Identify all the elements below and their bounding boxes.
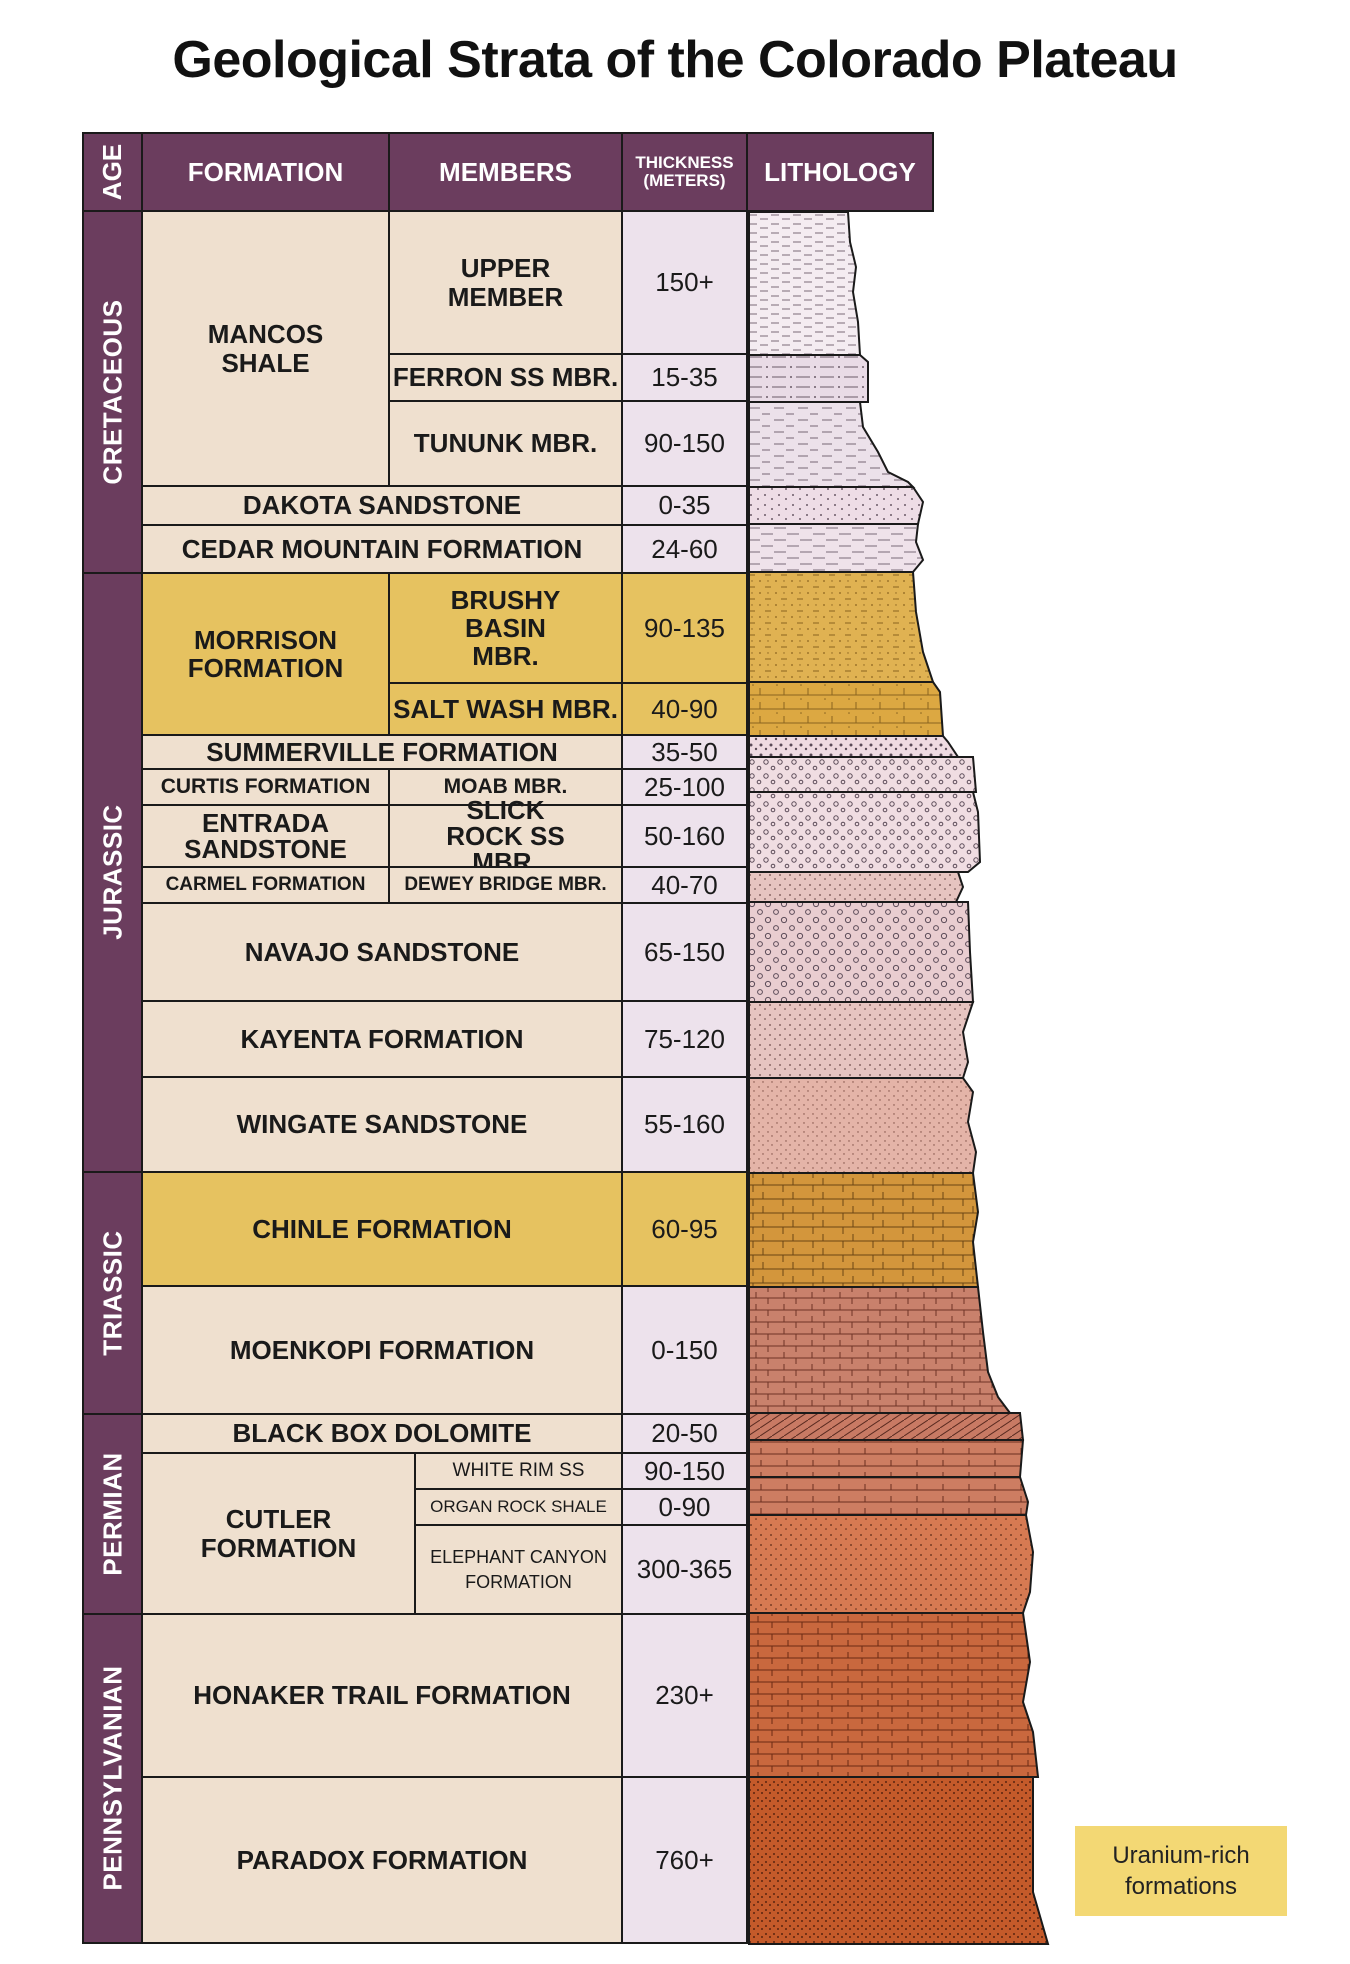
thickness-summerville: 35-50 [621,734,748,770]
age-permian-label: PERMIAN [97,1452,128,1576]
litho-honaker [748,1612,1040,1778]
thickness-navajo: 65-150 [621,902,748,1002]
thickness-paradox: 760+ [621,1776,748,1944]
thickness-blackbox: 20-50 [621,1413,748,1454]
thickness-elephant: 300-365 [621,1524,748,1615]
member-tununk: TUNUNK MBR. [388,400,623,487]
age-jurassic: JURASSIC [82,572,143,1173]
thickness-brushy: 90-135 [621,572,748,684]
thickness-kayenta: 75-120 [621,1000,748,1078]
formation-entrada: ENTRADA SANDSTONE [141,804,390,868]
age-cretaceous-label: CRETACEOUS [97,299,128,485]
member-dewey-bridge: DEWEY BRIDGE MBR. [388,866,623,904]
formation-honaker-trail: HONAKER TRAIL FORMATION [141,1613,623,1778]
member-white-rim: WHITE RIM SS [414,1452,623,1490]
thickness-moab: 25-100 [621,768,748,806]
thickness-whiterim: 90-150 [621,1452,748,1490]
formation-cedar-mountain: CEDAR MOUNTAIN FORMATION [141,524,623,574]
thickness-chinle: 60-95 [621,1171,748,1287]
litho-brushy [748,571,935,683]
litho-whiterim [748,1439,1025,1478]
formation-paradox: PARADOX FORMATION [141,1776,623,1944]
litho-navajo [748,901,975,1003]
page-title: Geological Strata of the Colorado Platea… [172,31,1178,89]
member-ferron: FERRON SS MBR. [388,353,623,402]
litho-cedar [748,523,925,573]
formation-chinle: CHINLE FORMATION [141,1171,623,1287]
formation-kayenta: KAYENTA FORMATION [141,1000,623,1078]
age-pennsylvanian-label: PENNSYLVANIAN [97,1665,128,1892]
age-cretaceous: CRETACEOUS [82,210,143,574]
formation-carmel: CARMEL FORMATION [141,866,390,904]
member-slick-rock: SLICK ROCK SS MBR. [388,797,623,875]
litho-upper-member [748,212,862,356]
litho-moenkopi [748,1286,1012,1414]
litho-tununk [748,401,916,488]
litho-organrock [748,1476,1030,1516]
member-organ-rock: ORGAN ROCK SHALE [414,1488,623,1526]
age-triassic-label: TRIASSIC [97,1230,128,1356]
lithology-column [748,212,1050,1945]
header-thickness: THICKNESS (METERS) [621,132,748,212]
litho-deweybridge [748,871,965,903]
formation-curtis: CURTIS FORMATION [141,768,390,806]
litho-slickrock [748,791,982,873]
header-members: MEMBERS [388,132,623,212]
formation-navajo: NAVAJO SANDSTONE [141,902,623,1002]
litho-elephant [748,1514,1035,1614]
thickness-slickrock: 50-160 [621,804,748,868]
formation-cutler: CUTLER FORMATION [141,1452,416,1615]
litho-dakota [748,486,925,525]
thickness-tununk: 90-150 [621,400,748,487]
legend-uranium-rich: Uranium-rich formations [1075,1826,1287,1916]
member-salt-wash: SALT WASH MBR. [388,682,623,736]
age-permian: PERMIAN [82,1413,143,1615]
thickness-ferron: 15-35 [621,353,748,402]
member-elephant-canyon: ELEPHANT CANYON FORMATION [414,1524,623,1615]
age-pennsylvanian: PENNSYLVANIAN [82,1613,143,1944]
thickness-moenkopi: 0-150 [621,1285,748,1415]
formation-moenkopi: MOENKOPI FORMATION [141,1285,623,1415]
thickness-honaker: 230+ [621,1613,748,1778]
thickness-saltwash: 40-90 [621,682,748,736]
thickness-dakota: 0-35 [621,485,748,526]
formation-mancos-shale: MANCOS SHALE [141,210,390,487]
formation-black-box: BLACK BOX DOLOMITE [141,1413,623,1454]
header-formation: FORMATION [141,132,390,212]
litho-saltwash [748,681,945,737]
formation-morrison: MORRISON FORMATION [141,572,390,736]
thickness-upper: 150+ [621,210,748,355]
header-lithology: LITHOLOGY [746,132,934,212]
header-age-label: AGE [97,143,128,201]
litho-summerville [748,735,960,758]
member-brushy-basin: BRUSHY BASIN MBR. [388,572,623,684]
litho-paradox [748,1776,1050,1945]
formation-wingate: WINGATE SANDSTONE [141,1076,623,1173]
thickness-organrock: 0-90 [621,1488,748,1526]
litho-blackbox [748,1412,1025,1441]
member-upper: UPPER MEMBER [388,210,623,355]
formation-dakota: DAKOTA SANDSTONE [141,485,623,526]
litho-chinle [748,1172,980,1288]
formation-summerville: SUMMERVILLE FORMATION [141,734,623,770]
header-age: AGE [82,132,143,212]
litho-moab [748,756,978,793]
member-moab: MOAB MBR. [388,768,623,806]
litho-wingate [748,1077,978,1174]
thickness-deweybridge: 40-70 [621,866,748,904]
thickness-wingate: 55-160 [621,1076,748,1173]
age-triassic: TRIASSIC [82,1171,143,1415]
age-jurassic-label: JURASSIC [97,804,128,941]
litho-kayenta [748,1001,975,1079]
litho-ferron [748,354,869,403]
thickness-cedar: 24-60 [621,524,748,574]
